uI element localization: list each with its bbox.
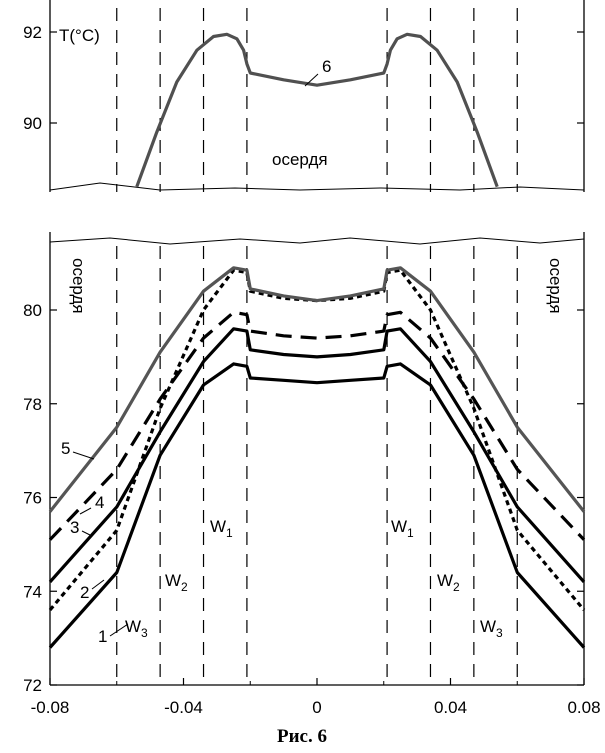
series-label-6: 6	[322, 57, 331, 76]
x-tick-label: 0.08	[567, 698, 600, 717]
bottom-ticks: 80 78 76 74 72 -0.08 -0.04 0 0.04 0.08	[23, 301, 600, 717]
series-label-3-leader	[81, 530, 93, 537]
y-tick-label: 78	[23, 395, 42, 414]
series-label-1: 1	[98, 627, 107, 646]
series-label-4: 4	[95, 493, 104, 512]
zone-label-w3-left: W3	[125, 617, 148, 640]
bottom-zone-lines	[116, 246, 518, 685]
zone-label-w1-left: W1	[210, 517, 233, 540]
zone-label-w3-right: W3	[480, 617, 503, 640]
series-line-3	[48, 327, 586, 583]
top-break-line	[49, 182, 585, 191]
top-panel: 92 90 T(°C) осердя 6	[23, 0, 585, 192]
zone-label-w1-right: W1	[391, 517, 414, 540]
y-tick-label: 72	[23, 676, 42, 695]
series-label-2: 2	[80, 583, 89, 602]
series-label-4-leader	[79, 507, 92, 515]
y-tick-label: 76	[23, 489, 42, 508]
figure-caption: Рис. 6	[277, 726, 327, 747]
series-label-5: 5	[61, 439, 70, 458]
top-y-ticks: 92 90	[23, 23, 584, 133]
x-tick-label: -0.08	[31, 698, 70, 717]
series-line-6	[135, 32, 499, 188]
x-tick-label: 0.04	[434, 698, 467, 717]
y-axis-label: T(°C)	[59, 26, 100, 45]
series-label-1-leader	[109, 623, 129, 637]
right-region-label: осердя	[546, 258, 565, 314]
top-zone-lines	[116, 8, 518, 192]
series-label-2-leader	[91, 579, 105, 590]
y-tick-label: 80	[23, 301, 42, 320]
series-label-5-leader	[72, 451, 95, 460]
series-line-1	[48, 362, 586, 649]
series-label-3: 3	[70, 518, 79, 537]
top-y-tick-label: 90	[23, 114, 42, 133]
bottom-break-line	[49, 237, 585, 245]
zone-label-w2-left: W2	[165, 571, 188, 594]
x-tick-label: -0.04	[164, 698, 203, 717]
left-region-label: осердя	[69, 258, 88, 314]
bottom-series	[48, 266, 586, 649]
series-line-2	[48, 268, 586, 612]
y-tick-label: 74	[23, 582, 42, 601]
series-line-5	[48, 266, 586, 513]
series-label-6-leader	[304, 73, 319, 87]
top-series	[135, 32, 499, 188]
bottom-panel: 80 78 76 74 72 -0.08 -0.04 0 0.04 0.08 осердя осе…	[23, 232, 601, 717]
x-tick-label: 0	[312, 698, 321, 717]
series-line-4	[48, 310, 586, 541]
top-region-label: осердя	[272, 150, 328, 169]
top-y-tick-label: 92	[23, 23, 42, 42]
zone-label-w2-right: W2	[437, 571, 460, 594]
